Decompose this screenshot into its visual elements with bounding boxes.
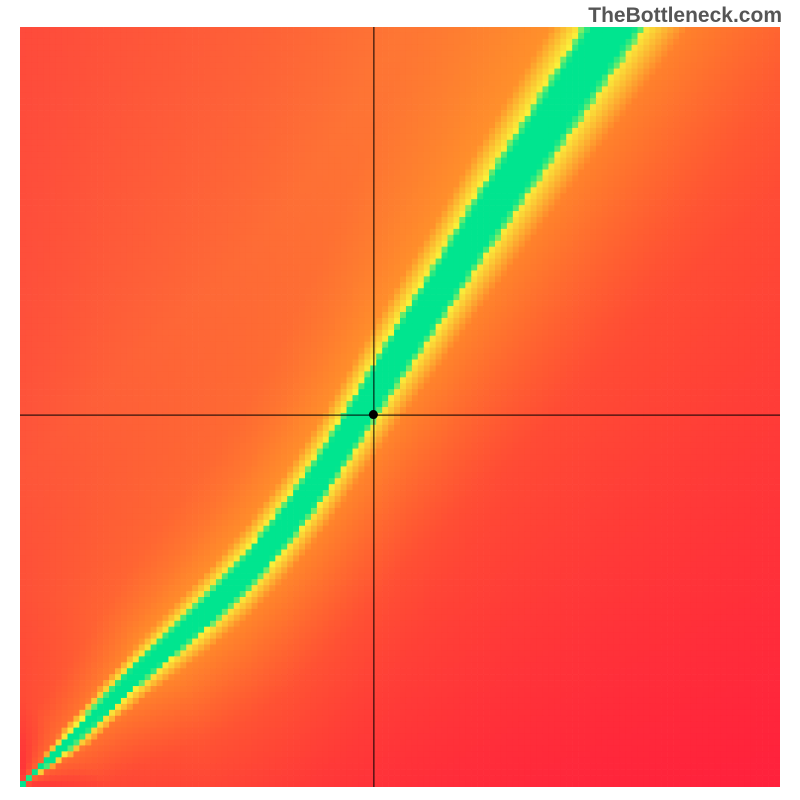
chart-container: TheBottleneck.com xyxy=(0,0,800,800)
heatmap-plot xyxy=(20,27,780,787)
attribution-text: TheBottleneck.com xyxy=(588,4,782,28)
heatmap-canvas xyxy=(20,27,780,787)
